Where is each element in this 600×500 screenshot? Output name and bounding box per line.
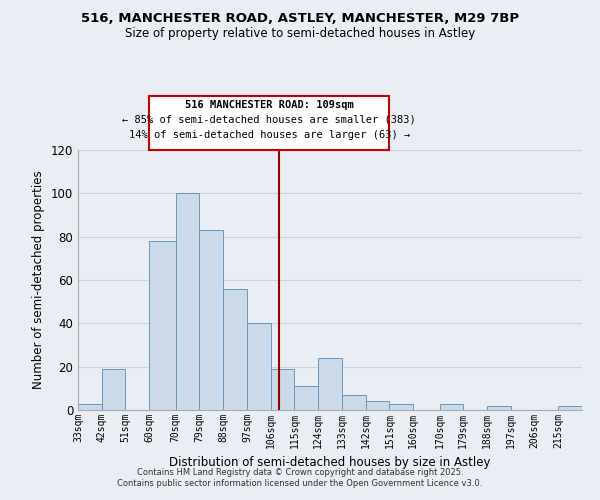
- Bar: [176, 194, 199, 410]
- Bar: [149, 96, 389, 150]
- Bar: [440, 404, 463, 410]
- Text: 516 MANCHESTER ROAD: 109sqm: 516 MANCHESTER ROAD: 109sqm: [185, 100, 353, 110]
- Text: Size of property relative to semi-detached houses in Astley: Size of property relative to semi-detach…: [125, 28, 475, 40]
- Text: Contains HM Land Registry data © Crown copyright and database right 2025.
Contai: Contains HM Land Registry data © Crown c…: [118, 468, 482, 487]
- Bar: [342, 395, 365, 410]
- Y-axis label: Number of semi-detached properties: Number of semi-detached properties: [32, 170, 45, 390]
- Bar: [102, 369, 125, 410]
- Bar: [389, 404, 413, 410]
- Text: 14% of semi-detached houses are larger (63) →: 14% of semi-detached houses are larger (…: [128, 130, 410, 140]
- X-axis label: Distribution of semi-detached houses by size in Astley: Distribution of semi-detached houses by …: [169, 456, 491, 469]
- Bar: [295, 386, 318, 410]
- Bar: [199, 230, 223, 410]
- Text: 516, MANCHESTER ROAD, ASTLEY, MANCHESTER, M29 7BP: 516, MANCHESTER ROAD, ASTLEY, MANCHESTER…: [81, 12, 519, 26]
- Bar: [247, 324, 271, 410]
- Bar: [78, 404, 102, 410]
- Bar: [558, 406, 582, 410]
- Bar: [271, 369, 295, 410]
- Bar: [149, 241, 176, 410]
- Bar: [223, 288, 247, 410]
- Text: ← 85% of semi-detached houses are smaller (383): ← 85% of semi-detached houses are smalle…: [122, 114, 416, 124]
- Bar: [318, 358, 342, 410]
- Bar: [487, 406, 511, 410]
- Bar: [365, 402, 389, 410]
